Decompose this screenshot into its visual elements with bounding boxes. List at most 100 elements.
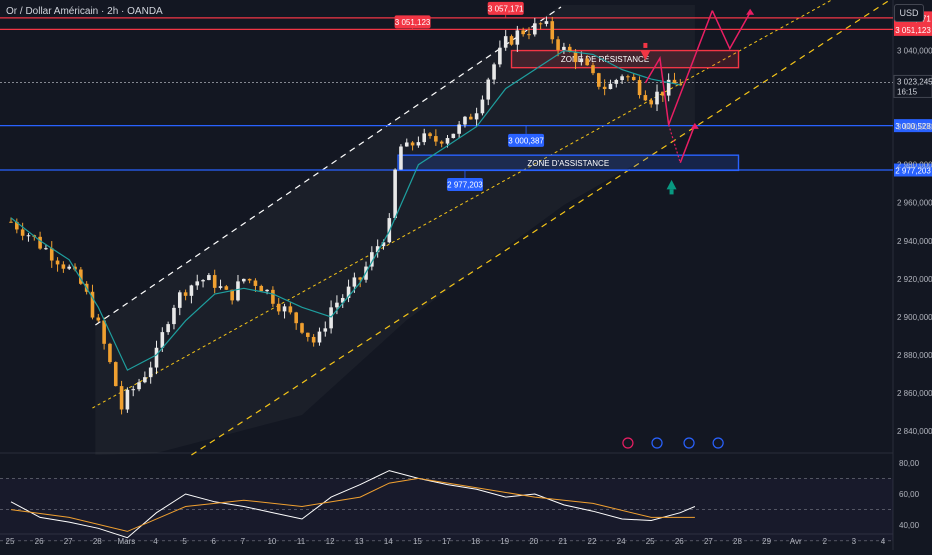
candle [172, 307, 176, 325]
time-axis-tick: 20 [529, 537, 538, 546]
candle [434, 136, 438, 142]
candle [474, 113, 479, 120]
candle [294, 312, 298, 324]
projection-path-up [644, 10, 714, 126]
candle [38, 236, 42, 249]
candle [340, 297, 345, 303]
time-axis-tick: 11 [297, 537, 306, 546]
price-axis-tick: 2 880,000 [897, 351, 932, 360]
candle [154, 347, 159, 368]
price-label-box [394, 15, 431, 29]
candle [503, 36, 508, 48]
price-label: 3 057,171 [488, 4, 524, 13]
candle [567, 46, 572, 52]
candle [422, 133, 427, 143]
time-axis-tick: Avr [790, 537, 802, 546]
candle [276, 303, 281, 312]
candle [393, 169, 397, 219]
candle [282, 306, 287, 312]
candle [212, 275, 217, 288]
candle [218, 286, 223, 288]
candle [614, 80, 619, 84]
candle [148, 367, 153, 378]
level-axis-label: 3 000,528 [895, 122, 931, 131]
candle [428, 133, 432, 137]
price-axis-tick: 2 940,000 [897, 237, 932, 246]
candle [486, 79, 491, 100]
price-axis-tick: 2 900,000 [897, 313, 932, 322]
candle [26, 235, 31, 237]
candle [166, 324, 170, 333]
candle [637, 80, 642, 96]
candle [451, 133, 456, 139]
candle [498, 47, 502, 65]
resistance-zone-label: ZONE DE RÉSISTANCE [561, 55, 649, 64]
candle [661, 91, 665, 96]
channel-upper-line [95, 6, 562, 326]
level-axis-label: 3 051,123 [895, 26, 931, 35]
level-axis-tag [894, 163, 932, 177]
candle [288, 306, 293, 313]
level-axis-tag [894, 119, 932, 133]
economic-event-icon [683, 437, 695, 449]
moving-average-line [10, 49, 681, 371]
candle [608, 83, 613, 90]
time-axis-tick: Mars [118, 537, 136, 546]
time-axis-tick: 10 [267, 537, 276, 546]
time-axis-tick: 13 [355, 537, 364, 546]
time-axis-tick: 26 [35, 537, 44, 546]
time-axis-tick: 3 [852, 537, 857, 546]
economic-event-icon [651, 437, 663, 449]
price-axis-tick: 2 840,000 [897, 427, 932, 436]
candle [183, 292, 188, 296]
candle [96, 317, 101, 321]
candle [230, 289, 234, 301]
candle [201, 280, 205, 282]
dividend-event-icon [622, 437, 634, 449]
candle [562, 46, 566, 50]
candle [468, 116, 473, 120]
currency-button[interactable]: USD [894, 4, 924, 22]
candle [649, 100, 653, 105]
arrow-head [690, 122, 699, 129]
rsi-line [10, 470, 696, 539]
up-arrow-marker [666, 179, 677, 190]
rsi-axis-tick: 60,00 [899, 490, 920, 499]
time-axis-tick: 5 [182, 537, 187, 546]
candle [323, 328, 328, 332]
candle [370, 252, 374, 267]
price-axis-tick: 2 960,000 [897, 199, 932, 208]
last-price-label: 3 023,245 [897, 77, 932, 86]
price-axis-tick: 3 000,000 [897, 123, 932, 132]
candle [73, 266, 77, 270]
level-axis-tag [894, 22, 932, 36]
candle [404, 142, 409, 147]
time-axis-tick: 14 [384, 537, 393, 546]
candle [300, 323, 304, 333]
candle [597, 73, 601, 87]
economic-event-icon [712, 437, 724, 449]
time-axis-tick: 19 [500, 537, 509, 546]
candle [556, 39, 560, 50]
candle [253, 280, 258, 286]
candle [643, 95, 648, 101]
candle [242, 278, 246, 282]
channel-lower-line [191, 0, 891, 456]
candle [579, 58, 584, 63]
down-arrow-stem [643, 42, 648, 48]
candle [108, 343, 112, 363]
candle [655, 91, 659, 105]
candle [67, 266, 71, 269]
candle [620, 76, 624, 81]
time-axis-tick: 18 [471, 537, 480, 546]
time-axis-tick: 22 [588, 537, 597, 546]
price-axis-tick: 2 920,000 [897, 275, 932, 284]
candle [410, 142, 415, 146]
support-zone [397, 154, 740, 172]
candle [538, 23, 543, 25]
candle [20, 229, 25, 236]
candle [119, 386, 124, 410]
candle [602, 86, 607, 90]
candle [591, 65, 595, 74]
